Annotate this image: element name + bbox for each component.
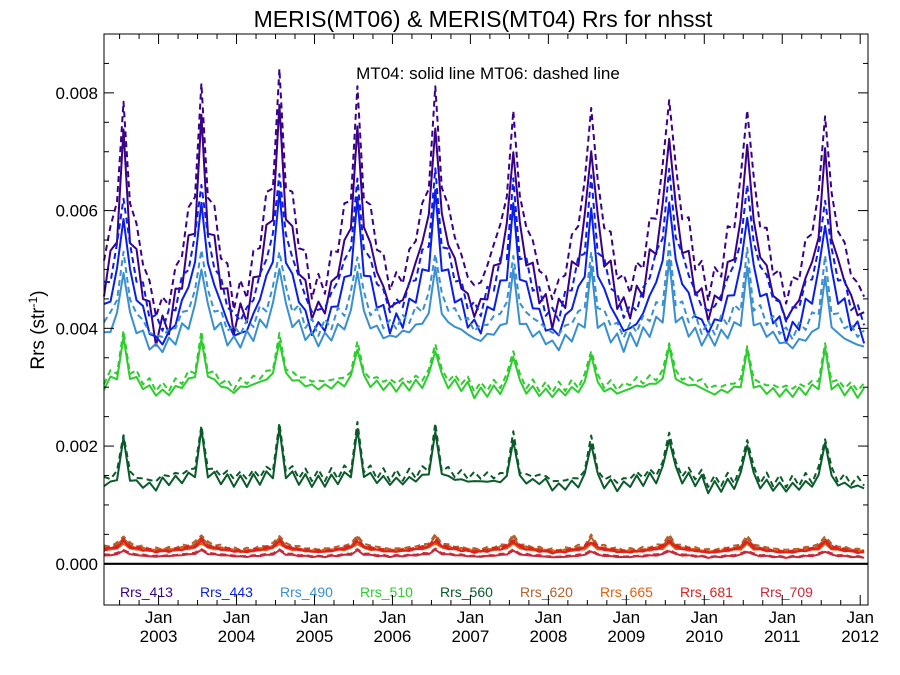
y-tick-label: 0.008 [55,84,98,103]
legend-entry-rrs-665: Rrs_665 [600,584,653,600]
x-tick-label-year: 2003 [140,627,178,646]
x-tick-label-year: 2005 [296,627,334,646]
y-tick-label: 0.000 [55,555,98,574]
y-axis-label-close: ) [28,290,49,296]
x-tick-label-month: Jan [379,608,406,627]
x-tick-label-year: 2009 [607,627,645,646]
series-line-rrs-560-mt06 [103,421,865,489]
series-line-rrs-413-mt06 [103,67,866,318]
x-tick-label-month: Jan [457,608,484,627]
x-tick-label-month: Jan [846,608,873,627]
x-tick-label-year: 2012 [841,627,879,646]
legend-entry-rrs-620: Rrs_620 [520,584,573,600]
series-line-rrs-681-mt06 [103,537,865,554]
x-tick-label-month: Jan [145,608,172,627]
x-tick-label-year: 2010 [685,627,723,646]
chart-title: MERIS(MT06) & MERIS(MT04) Rrs for nhsst [254,6,713,32]
x-tick-label-month: Jan [613,608,640,627]
series-line-rrs-490-mt04 [103,258,865,354]
legend-entry-rrs-681: Rrs_681 [680,584,733,600]
x-tick-label-year: 2007 [451,627,489,646]
y-axis-label-superscript: -1 [26,296,40,307]
series-line-rrs-510-mt06 [103,329,865,394]
y-axis-label: Rrs (str-1) [26,290,49,369]
plot-frame [103,33,869,606]
x-tick-label-year: 2008 [529,627,567,646]
series-line-rrs-490-mt06 [103,242,865,341]
series-line-rrs-681-mt04 [103,538,865,555]
series-line-rrs-413-mt04 [103,104,865,347]
x-tick-label-month: Jan [301,608,328,627]
legend-entry-rrs-413: Rrs_413 [120,584,173,600]
series-line-rrs-620-mt06 [103,533,865,552]
series-line-rrs-443-mt06 [103,167,866,332]
x-tick-label-month: Jan [769,608,796,627]
y-axis-label-main: Rrs (str [28,307,49,370]
y-tick-label: 0.002 [55,437,98,456]
x-tick-label-month: Jan [535,608,562,627]
series-line-rrs-560-mt04 [103,426,865,495]
legend-entry-rrs-709: Rrs_709 [760,584,813,600]
x-tick-label-month: Jan [691,608,718,627]
y-tick-label: 0.004 [55,319,98,338]
legend-entry-rrs-560: Rrs_560 [440,584,493,600]
legend-entry-rrs-490: Rrs_490 [280,584,333,600]
series-line-rrs-510-mt04 [103,336,865,400]
axes: 0.0000.0020.0040.0060.008Jan2003Jan2004J… [55,33,879,646]
plot-lines [103,67,866,559]
x-tick-label-year: 2011 [764,627,801,646]
legend: Rrs_413 Rrs_443 Rrs_490 Rrs_510 Rrs_560 Rrs_6… [120,584,813,600]
line-style-annotation: MT04: solid line MT06: dashed line [356,64,620,83]
x-tick-label-year: 2006 [374,627,412,646]
legend-entry-rrs-510: Rrs_510 [360,584,413,600]
series-line-rrs-709-mt06 [103,547,865,559]
x-tick-label-month: Jan [223,608,250,627]
y-tick-label: 0.006 [55,202,98,221]
legend-entry-rrs-443: Rrs_443 [200,584,253,600]
x-tick-label-year: 2004 [218,627,256,646]
